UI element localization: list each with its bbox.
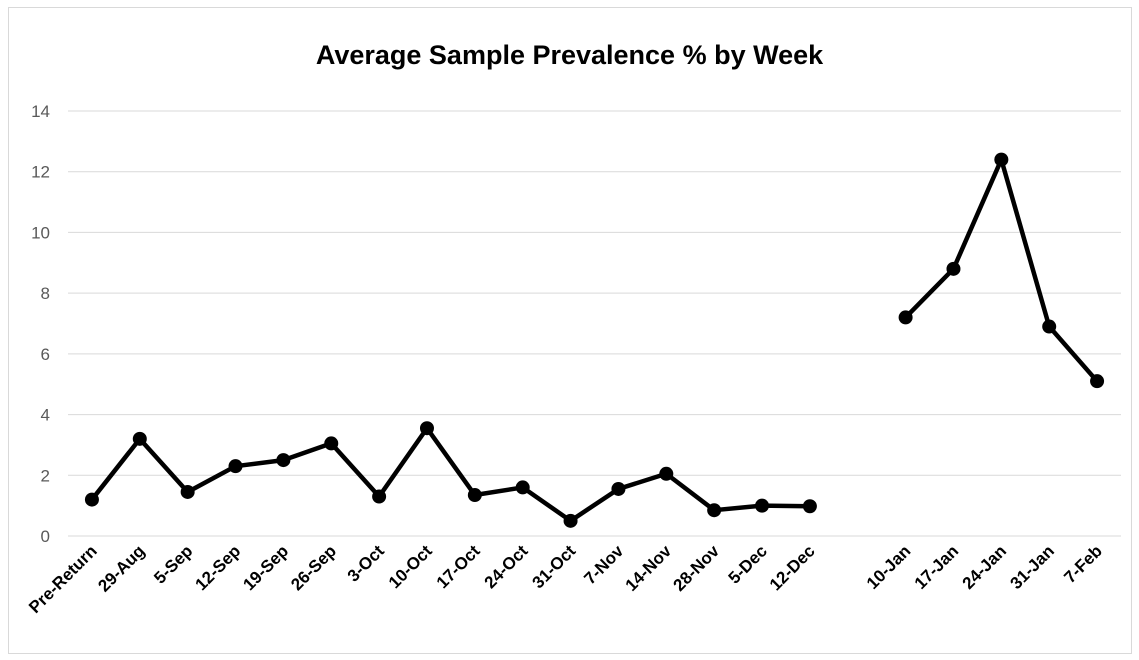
x-tick-label: 12-Sep bbox=[191, 541, 244, 594]
data-point bbox=[1090, 374, 1105, 389]
x-tick-label: 14-Nov bbox=[622, 541, 676, 595]
data-point bbox=[324, 436, 339, 451]
y-tick-label: 2 bbox=[41, 466, 50, 485]
data-point bbox=[707, 503, 722, 518]
data-point bbox=[802, 499, 817, 514]
x-tick-label: 24-Oct bbox=[481, 541, 532, 592]
x-tick-label: 3-Oct bbox=[344, 541, 388, 585]
x-tick-label: 10-Oct bbox=[385, 541, 436, 592]
data-point bbox=[180, 484, 195, 499]
y-axis-tick-labels: 0 2 4 6 8 10 12 14 bbox=[31, 102, 50, 546]
data-point bbox=[611, 481, 626, 496]
y-tick-label: 12 bbox=[31, 163, 50, 182]
data-point bbox=[1042, 319, 1057, 334]
x-tick-label: 26-Sep bbox=[287, 541, 340, 594]
x-tick-label: 31-Oct bbox=[529, 541, 580, 592]
x-tick-label: 31-Jan bbox=[1007, 541, 1059, 593]
x-tick-label: 17-Oct bbox=[433, 541, 484, 592]
series-line bbox=[903, 157, 1100, 384]
x-tick-label: 28-Nov bbox=[669, 541, 723, 595]
gridlines bbox=[68, 110, 1121, 537]
y-tick-label: 14 bbox=[31, 102, 50, 121]
data-point bbox=[515, 480, 530, 495]
series-line bbox=[89, 425, 813, 524]
data-point bbox=[276, 453, 291, 468]
y-tick-label: 6 bbox=[41, 345, 50, 364]
data-point bbox=[84, 492, 99, 507]
x-tick-label: 12-Dec bbox=[766, 541, 819, 594]
data-point bbox=[755, 498, 770, 513]
series-lines bbox=[89, 157, 1100, 524]
chart-area bbox=[8, 7, 1132, 654]
x-tick-label: 29-Aug bbox=[94, 541, 148, 595]
x-tick-label: 7-Feb bbox=[1060, 541, 1105, 586]
data-point bbox=[419, 421, 434, 436]
data-point bbox=[132, 431, 147, 446]
x-tick-label: 10-Jan bbox=[863, 541, 915, 593]
y-tick-label: 10 bbox=[31, 223, 50, 242]
data-point bbox=[467, 488, 482, 503]
x-tick-label: 17-Jan bbox=[911, 541, 963, 593]
data-point bbox=[659, 466, 674, 481]
x-tick-label: 24-Jan bbox=[959, 541, 1011, 593]
y-tick-label: 4 bbox=[41, 406, 50, 425]
y-tick-label: 8 bbox=[41, 284, 50, 303]
chart-title: Average Sample Prevalence % by Week bbox=[315, 40, 824, 70]
data-point bbox=[228, 459, 243, 474]
x-tick-label: 19-Sep bbox=[239, 541, 292, 594]
data-points bbox=[84, 152, 1105, 528]
x-tick-label: Pre-Return bbox=[25, 541, 101, 617]
x-tick-label: 5-Sep bbox=[150, 541, 196, 587]
data-point bbox=[946, 261, 961, 276]
data-point bbox=[563, 513, 578, 528]
x-tick-label: 5-Dec bbox=[725, 541, 771, 587]
data-point bbox=[898, 310, 913, 325]
data-point bbox=[372, 489, 387, 504]
data-point bbox=[994, 152, 1009, 167]
y-tick-label: 0 bbox=[41, 527, 50, 546]
